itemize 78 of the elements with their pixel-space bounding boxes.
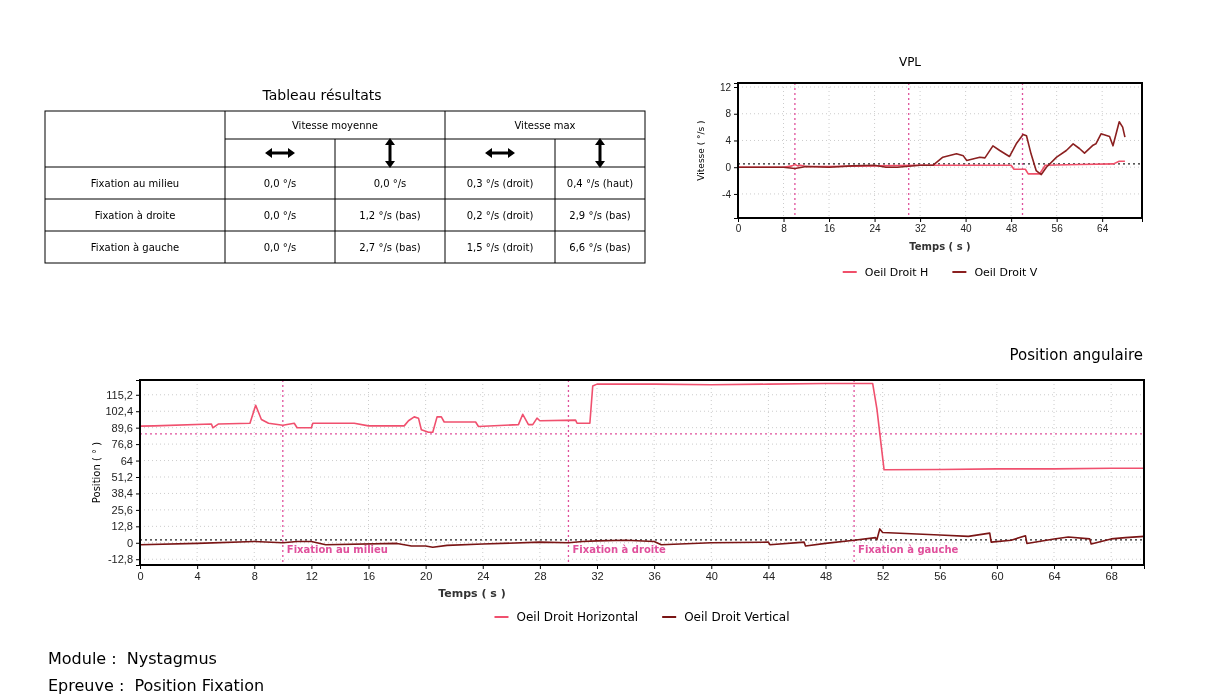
ref-line-label: Fixation à gauche: [858, 544, 959, 555]
x-tick-label: 52: [877, 569, 890, 582]
text: 1,5 °/s (droit): [466, 241, 534, 253]
y-tick-label: 0: [126, 536, 133, 549]
x-tick-label: 0: [735, 223, 742, 235]
text: Fixation à droite: [94, 209, 176, 221]
x-tick-label: 68: [1105, 569, 1118, 582]
x-tick-label: 8: [251, 569, 258, 582]
x-tick-label: 4: [194, 569, 201, 582]
x-tick-label: 16: [362, 569, 376, 582]
text: Module : Nystagmus: [48, 649, 217, 668]
y-tick-label: -12,8: [107, 553, 133, 566]
text: 1,2 °/s (bas): [359, 209, 421, 221]
text: Vitesse max: [514, 119, 576, 131]
x-tick-label: 8: [781, 223, 788, 235]
x-axis-title: Temps ( s ): [438, 587, 506, 600]
x-tick-label: 12: [305, 569, 318, 582]
x-tick-label: 32: [591, 569, 604, 582]
x-tick-label: 56: [1051, 223, 1064, 235]
text: 0,0 °/s: [373, 177, 407, 189]
x-tick-label: 44: [762, 569, 776, 582]
text: Epreuve : Position Fixation: [48, 676, 265, 695]
y-tick-label: 25,6: [111, 503, 133, 516]
x-tick-label: 56: [934, 569, 947, 582]
x-tick-label: 24: [869, 223, 882, 235]
x-tick-label: 32: [915, 223, 927, 235]
y-tick-label: 76,8: [111, 438, 133, 451]
y-tick-label: 12,8: [111, 520, 133, 533]
x-tick-label: 64: [1048, 569, 1061, 582]
x-tick-label: 16: [823, 223, 836, 235]
text: Fixation au milieu: [90, 177, 180, 189]
y-tick-label: 102,4: [105, 405, 133, 418]
legend-label: Oeil Droit H: [864, 265, 929, 279]
text: 0,4 °/s (haut): [566, 177, 634, 189]
legend-label: Oeil Droit V: [974, 265, 1038, 279]
x-tick-label: 64: [1097, 223, 1109, 235]
x-tick-label: 60: [991, 569, 1004, 582]
x-tick-label: 48: [1006, 223, 1018, 235]
y-tick-label: 0: [725, 161, 732, 173]
text: 0,3 °/s (droit): [466, 177, 534, 189]
y-tick-label: 89,6: [111, 421, 133, 434]
y-tick-label: -4: [722, 188, 732, 200]
x-axis-title: Temps ( s ): [909, 241, 971, 252]
y-tick-label: 64: [120, 454, 133, 467]
text: 2,7 °/s (bas): [359, 241, 421, 253]
x-tick-label: 36: [648, 569, 661, 582]
ref-line-label: Fixation au milieu: [286, 544, 388, 555]
x-tick-label: 24: [477, 569, 490, 582]
text: 2,9 °/s (bas): [569, 209, 631, 221]
y-axis-title: Vitesse ( °/s ): [696, 120, 706, 181]
text: 0,2 °/s (droit): [466, 209, 534, 221]
x-tick-label: 48: [819, 569, 833, 582]
y-tick-label: 38,4: [111, 487, 133, 500]
x-tick-label: 20: [420, 569, 433, 582]
y-tick-label: 115,2: [106, 388, 133, 401]
x-tick-label: 0: [137, 569, 144, 582]
y-tick-label: 4: [725, 135, 732, 147]
chart-title: Position angulaire: [1009, 346, 1143, 364]
y-axis-title: Position ( ° ): [91, 441, 102, 504]
legend-label: Oeil Droit Horizontal: [516, 610, 639, 625]
y-tick-label: 51,2: [111, 471, 133, 484]
y-tick-label: 8: [725, 108, 732, 120]
x-tick-label: 40: [705, 569, 718, 582]
text: 0,0 °/s: [263, 177, 297, 189]
line-series: [738, 120, 1126, 176]
chart-title: VPL: [898, 55, 922, 69]
text: 6,6 °/s (bas): [569, 241, 631, 253]
text: 0,0 °/s: [263, 209, 297, 221]
text: 0,0 °/s: [263, 241, 297, 253]
ref-line-label: Fixation à droite: [572, 544, 666, 555]
text: Tableau résultats: [261, 87, 382, 103]
text: Fixation à gauche: [90, 241, 180, 253]
x-tick-label: 40: [960, 223, 973, 235]
legend-label: Oeil Droit Vertical: [684, 610, 790, 625]
line-series: [140, 382, 1144, 471]
y-tick-label: 12: [719, 81, 732, 93]
x-tick-label: 28: [534, 569, 547, 582]
text: Vitesse moyenne: [292, 119, 378, 131]
